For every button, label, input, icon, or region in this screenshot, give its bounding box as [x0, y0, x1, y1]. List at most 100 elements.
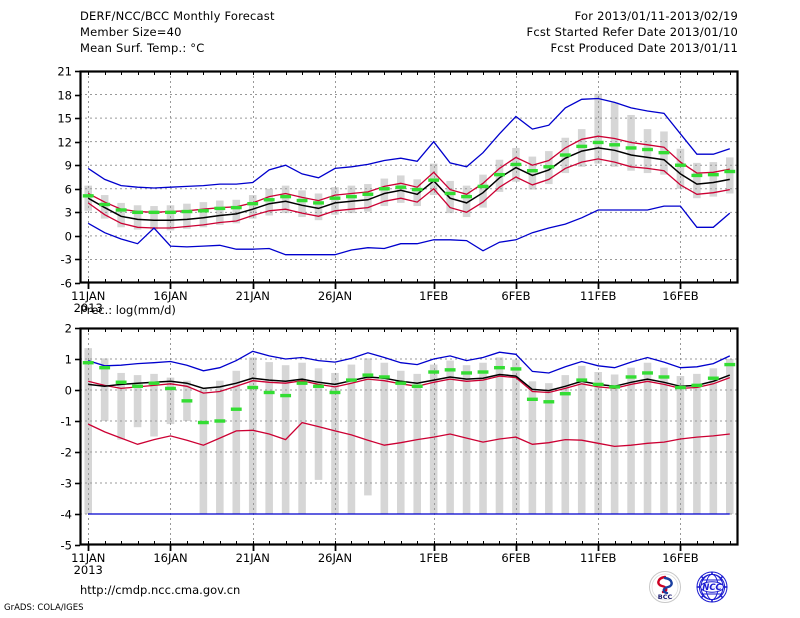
ensemble-spread-bar [133, 375, 142, 428]
ensemble-spread-bar [594, 93, 602, 164]
series-line [87, 421, 730, 448]
x-tick-label: 11JAN [71, 551, 105, 565]
ensemble-spread-bar [446, 180, 454, 214]
y-tick-label: -3 [61, 477, 72, 491]
logos: BCC NCC [645, 570, 737, 606]
ensemble-spread-bar [265, 362, 273, 514]
x-tick-label: 6FEB [501, 289, 530, 303]
ensemble-spread-bar [380, 178, 389, 207]
series-line [88, 373, 731, 392]
series-line [88, 375, 731, 394]
ensemble-spread-bar [216, 380, 224, 514]
x-tick-label: 26JAN [318, 289, 352, 303]
ensemble-spread-bar [117, 372, 125, 440]
y-tick-label: -6 [61, 277, 72, 291]
series-line [87, 97, 731, 189]
bcc-logo-icon: BCC [649, 571, 681, 603]
ensemble-spread-bar [676, 148, 685, 189]
x-tick-label: 16FEB [662, 551, 699, 565]
x-tick-label: 11JAN [71, 289, 105, 303]
plot-frame [79, 327, 739, 546]
ensemble-spread-bar [693, 373, 701, 514]
ensemble-spread-bar [725, 359, 734, 514]
ensemble-spread-bar [314, 368, 323, 480]
forecast-start-date-label: Fcst Started Refer Date 2013/01/10 [526, 25, 738, 39]
ensemble-spread-bar [364, 184, 372, 212]
x-tick-label: 16JAN [153, 289, 187, 303]
y-tick-label: -3 [61, 253, 72, 267]
x-tick-label: 21JAN [236, 289, 270, 303]
ensemble-spread-bar [281, 185, 290, 214]
ensemble-spread-bar [84, 348, 93, 514]
y-tick-label: -5 [61, 539, 72, 553]
x-tick-label: 1FEB [419, 289, 448, 303]
ensemble-spread-bar [545, 383, 553, 514]
y-tick-label: 2 [65, 322, 72, 336]
x-tick-label: 26JAN [318, 551, 352, 565]
variable-label: Mean Surf. Temp.: °C [80, 41, 205, 55]
plot-area-temperature [80, 71, 738, 283]
series-line [88, 350, 731, 374]
ensemble-spread-bar [150, 206, 158, 230]
y-tick-label: 1 [65, 353, 72, 367]
ensemble-spread-bar [413, 373, 422, 514]
ensemble-spread-bar [709, 368, 718, 514]
ensemble-spread-bar [265, 188, 273, 216]
ensemble-spread-bar [627, 367, 635, 514]
ensemble-spread-bar [331, 187, 339, 215]
ensemble-spread-bar [331, 372, 339, 514]
y-tick-label: 6 [65, 183, 72, 197]
ensemble-spread-bar [528, 156, 537, 190]
forecast-produced-date-label: Fcst Produced Date 2013/01/11 [550, 41, 738, 55]
x-tick-label: 6FEB [501, 551, 530, 565]
y-tick-label: 15 [57, 112, 72, 126]
series-line [87, 158, 730, 229]
ensemble-spread-bar [429, 364, 438, 514]
ensemble-spread-bar [216, 200, 224, 225]
ensemble-spread-bar [314, 193, 323, 221]
x-tick-label: 16JAN [153, 551, 187, 565]
y-tick-label: 0 [65, 230, 72, 244]
ensemble-spread-bar [528, 381, 537, 514]
series-line [87, 205, 731, 256]
ensemble-spread-bar [298, 362, 306, 514]
y-tick-label: 21 [57, 65, 72, 79]
ensemble-spread-bar [199, 389, 208, 514]
bcc-logo-text: BCC [658, 593, 673, 601]
ensemble-spread-bar [364, 358, 372, 496]
grads-credit: GrADS: COLA/IGES [4, 603, 84, 613]
ensemble-spread-bar [166, 377, 175, 425]
source-url: http://cmdp.ncc.cma.gov.cn [80, 583, 241, 597]
ensemble-spread-bar [100, 358, 109, 421]
y-tick-label: 3 [65, 206, 72, 220]
ensemble-spread-bar [693, 162, 701, 199]
x-tick-year-label: 2013 [74, 301, 103, 315]
ensemble-spread-bar [495, 357, 504, 514]
precipitation-axis-title: Prec.: log(mm/d) [80, 303, 176, 317]
ensemble-spread-bar [479, 174, 487, 208]
ensemble-spread-bar [232, 199, 241, 224]
series-line [87, 135, 730, 213]
chart-title: DERF/NCC/BCC Monthly Forecast [80, 9, 275, 23]
ensemble-spread-bar [248, 357, 257, 514]
ensemble-spread-bar [150, 373, 158, 437]
ensemble-spread-bar [413, 179, 422, 207]
x-tick-label: 16FEB [662, 289, 699, 303]
ensemble-spread-bar [462, 365, 471, 514]
ensemble-spread-bar [380, 362, 389, 514]
ensemble-spread-bar [676, 376, 685, 514]
ensemble-spread-bar [610, 374, 619, 514]
plot-area-precipitation [80, 328, 738, 545]
ensemble-spread-bar [479, 362, 487, 514]
ensemble-spread-bar [561, 375, 570, 514]
ensemble-spread-bar [725, 157, 734, 194]
x-tick-year-label: 2013 [74, 563, 103, 577]
series-line [87, 147, 730, 221]
ensemble-spread-bar [610, 102, 619, 167]
x-tick-label: 21JAN [236, 551, 270, 565]
ensemble-spread-bar [248, 195, 257, 219]
